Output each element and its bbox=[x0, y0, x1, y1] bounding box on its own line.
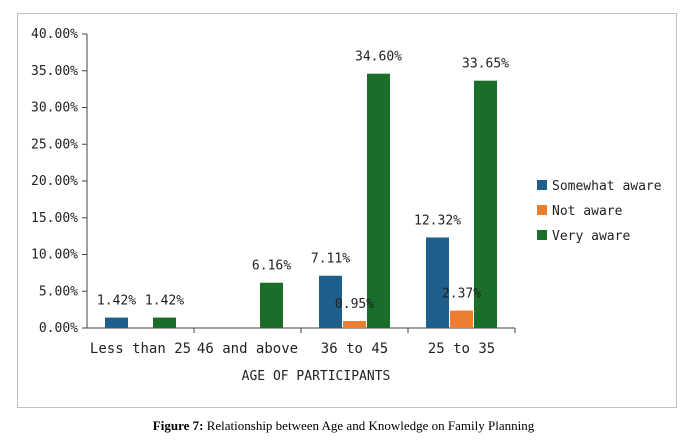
data-label: 1.42% bbox=[145, 294, 184, 309]
legend: Somewhat aware Not aware Very aware bbox=[537, 179, 662, 244]
y-tick-label: 15.00% bbox=[31, 211, 78, 226]
bar-very-aware bbox=[260, 282, 283, 328]
x-category-label: Less than 25 bbox=[90, 341, 191, 357]
chart-frame bbox=[17, 13, 677, 408]
bar-very-aware bbox=[153, 317, 176, 328]
bar-somewhat-aware bbox=[319, 275, 342, 328]
data-label: 12.32% bbox=[414, 213, 461, 228]
x-axis-category-labels: Less than 25 46 and above 36 to 45 25 to 35 bbox=[90, 328, 516, 357]
y-tick-label: 0.00% bbox=[39, 321, 78, 336]
data-label: 2.37% bbox=[442, 287, 481, 302]
data-label: 33.65% bbox=[462, 57, 509, 72]
bar-not-aware bbox=[343, 321, 366, 328]
legend-label: Not aware bbox=[552, 204, 623, 219]
legend-swatch bbox=[537, 205, 547, 215]
x-axis-title: AGE OF PARTICIPANTS bbox=[242, 369, 391, 384]
data-label: 6.16% bbox=[252, 259, 291, 274]
bar-chart: 0.00% 5.00% 10.00% 15.00% 20.00% 25.00% 30.00%… bbox=[31, 27, 662, 384]
bar-very-aware bbox=[367, 73, 390, 328]
y-tick-label: 30.00% bbox=[31, 101, 78, 116]
data-label: 1.42% bbox=[97, 294, 136, 309]
y-tick-label: 5.00% bbox=[39, 284, 78, 299]
data-label: 34.60% bbox=[355, 50, 402, 65]
legend-label: Somewhat aware bbox=[552, 179, 662, 194]
x-category-label: 46 and above bbox=[197, 341, 298, 357]
figure-caption: Figure 7: Relationship between Age and K… bbox=[0, 418, 687, 434]
x-category-label: 36 to 45 bbox=[321, 341, 388, 357]
y-tick-label: 10.00% bbox=[31, 248, 78, 263]
x-category-label: 25 to 35 bbox=[428, 341, 495, 357]
y-tick-label: 25.00% bbox=[31, 137, 78, 152]
figure-caption-text: Relationship between Age and Knowledge o… bbox=[203, 418, 535, 433]
y-tick-label: 20.00% bbox=[31, 174, 78, 189]
data-label: 0.95% bbox=[335, 297, 374, 312]
legend-label: Very aware bbox=[552, 229, 630, 244]
data-labels: 1.42% 1.42% 6.16% 7.11% 0.95% 34.60% 12.32% 2.3… bbox=[97, 50, 509, 312]
y-tick-label: 40.00% bbox=[31, 27, 78, 42]
y-axis-ticks: 0.00% 5.00% 10.00% 15.00% 20.00% 25.00% 30.00%… bbox=[31, 27, 87, 336]
bar-somewhat-aware bbox=[105, 317, 128, 328]
y-tick-label: 35.00% bbox=[31, 64, 78, 79]
bar-not-aware bbox=[450, 310, 473, 328]
legend-swatch bbox=[537, 230, 547, 240]
bars bbox=[105, 73, 497, 328]
data-label: 7.11% bbox=[311, 252, 350, 267]
bar-somewhat-aware bbox=[426, 237, 449, 328]
bar-very-aware bbox=[474, 80, 497, 328]
legend-swatch bbox=[537, 180, 547, 190]
figure-caption-label: Figure 7: bbox=[152, 418, 204, 433]
